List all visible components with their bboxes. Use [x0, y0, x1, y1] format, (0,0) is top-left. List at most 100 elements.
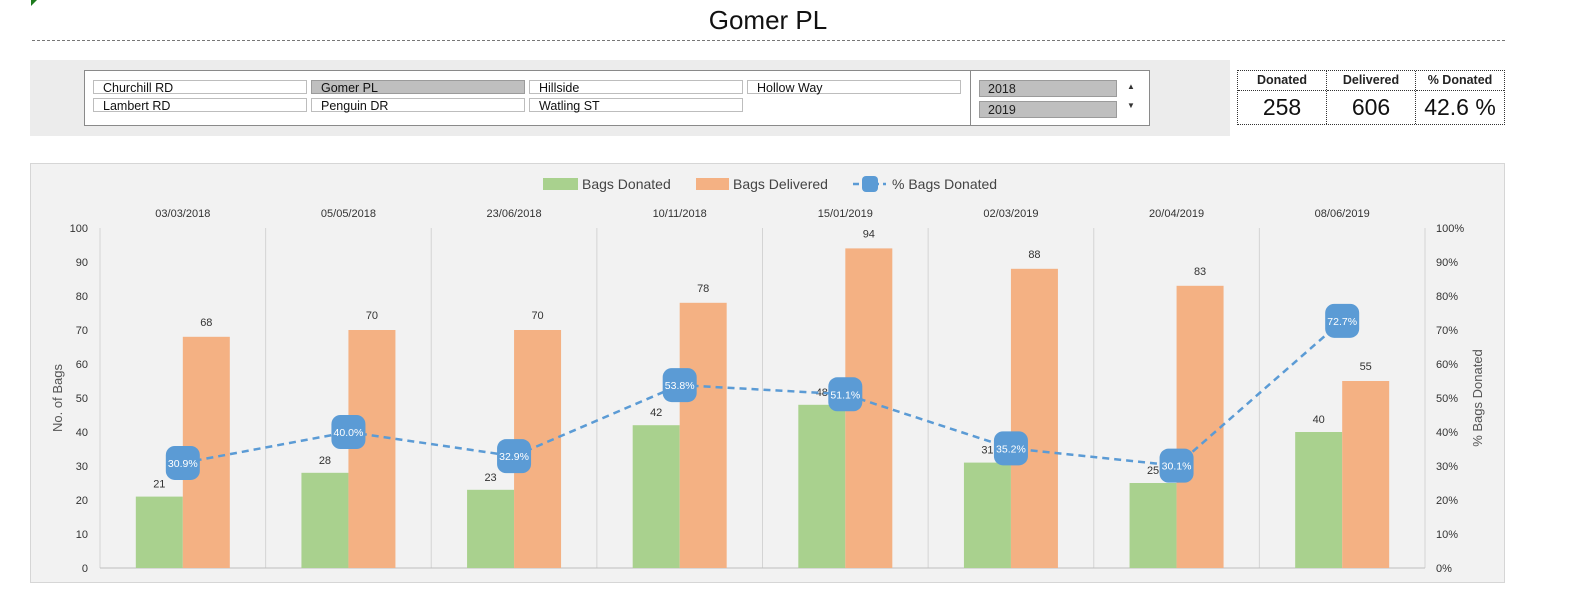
- corner-marker: [31, 0, 37, 6]
- year-item-2019[interactable]: 2019: [979, 101, 1117, 118]
- data-label-donated: 25: [1147, 465, 1159, 477]
- category-label: 08/06/2019: [1315, 208, 1370, 220]
- category-label: 03/03/2018: [155, 208, 210, 220]
- y-tick-label: 40: [76, 427, 88, 439]
- data-label-donated: 21: [153, 479, 165, 491]
- series-line-pct: [182, 319, 1344, 467]
- y2-tick-label: 60%: [1436, 359, 1458, 371]
- marker-pct: [828, 377, 863, 412]
- data-label-delivered: 68: [200, 317, 212, 329]
- marker-pct: [662, 368, 697, 403]
- legend-marker-pct: [862, 176, 878, 192]
- y2-tick-label: 70%: [1436, 325, 1458, 337]
- y-tick-label: 70: [76, 325, 88, 337]
- year-item-2018[interactable]: 2018: [979, 80, 1117, 97]
- y-tick-label: 80: [76, 291, 88, 303]
- kpi-delivered-label: Delivered: [1327, 71, 1415, 91]
- y-tick-label: 20: [76, 495, 88, 507]
- slicer-item-penguin-dr[interactable]: Penguin DR: [311, 98, 525, 113]
- data-label-delivered: 78: [697, 283, 709, 295]
- page-title: Gomer PL: [708, 5, 828, 35]
- data-label-donated: 23: [484, 472, 496, 484]
- category-label: 15/01/2019: [818, 208, 873, 220]
- category-label: 23/06/2018: [487, 208, 542, 220]
- y2-tick-label: 100%: [1436, 223, 1464, 235]
- title-divider: [32, 40, 1505, 41]
- category-label: 20/04/2019: [1149, 208, 1204, 220]
- bar-bags-delivered: [1342, 381, 1390, 568]
- data-label-delivered: 88: [1028, 249, 1040, 261]
- slicer-item-gomer-pl[interactable]: Gomer PL: [311, 80, 525, 95]
- marker-pct: [1325, 303, 1360, 338]
- kpi-table: Donated 258 Delivered 606 % Donated 42.6…: [1237, 70, 1505, 125]
- location-slicer: Churchill RD Gomer PL Hillside Hollow Wa…: [84, 70, 972, 126]
- bar-bags-delivered: [1176, 285, 1224, 568]
- kpi-donated-label: Donated: [1238, 71, 1326, 91]
- slicer-item-hollow-way[interactable]: Hollow Way: [747, 80, 961, 95]
- category-label: 02/03/2019: [983, 208, 1038, 220]
- y-axis-title: No. of Bags: [50, 364, 65, 432]
- marker-pct: [993, 431, 1028, 466]
- bar-bags-donated: [1129, 483, 1177, 568]
- data-label-donated: 31: [981, 445, 993, 457]
- data-label-pct: 32.9%: [499, 451, 529, 463]
- y2-tick-label: 0%: [1436, 563, 1452, 575]
- category-label: 10/11/2018: [653, 208, 707, 220]
- data-label-donated: 48: [816, 387, 828, 399]
- y2-tick-label: 80%: [1436, 291, 1458, 303]
- y2-tick-label: 10%: [1436, 529, 1458, 541]
- bar-bags-donated: [301, 472, 349, 568]
- scroll-up-icon[interactable]: ▲: [1127, 82, 1135, 91]
- data-label-pct: 72.7%: [1327, 316, 1357, 328]
- data-label-pct: 35.2%: [996, 443, 1026, 455]
- legend-label-donated: Bags Donated: [582, 176, 671, 192]
- data-label-delivered: 70: [366, 310, 378, 322]
- bar-bags-donated: [632, 425, 680, 568]
- bar-bags-donated: [467, 489, 515, 568]
- legend-swatch-donated: [543, 178, 578, 190]
- y-tick-label: 0: [82, 563, 88, 575]
- data-label-pct: 51.1%: [830, 389, 860, 401]
- legend-swatch-delivered: [696, 178, 729, 190]
- y2-tick-label: 30%: [1436, 461, 1458, 473]
- scroll-down-icon[interactable]: ▼: [1127, 101, 1135, 110]
- data-label-donated: 40: [1313, 414, 1325, 426]
- kpi-delivered: Delivered 606: [1327, 71, 1416, 124]
- slicer-item-lambert-rd[interactable]: Lambert RD: [93, 98, 307, 113]
- data-label-donated: 28: [319, 455, 331, 467]
- y2-tick-label: 50%: [1436, 393, 1458, 405]
- data-label-pct: 30.9%: [168, 458, 198, 470]
- y2-tick-label: 90%: [1436, 257, 1458, 269]
- data-label-delivered: 70: [531, 310, 543, 322]
- y2-tick-label: 20%: [1436, 495, 1458, 507]
- kpi-delivered-value: 606: [1351, 94, 1391, 120]
- data-label-pct: 40.0%: [334, 427, 364, 439]
- kpi-pct-donated: % Donated 42.6 %: [1416, 71, 1504, 124]
- marker-pct: [331, 415, 366, 449]
- data-label-delivered: 55: [1360, 361, 1372, 373]
- legend-label-pct: % Bags Donated: [892, 176, 997, 192]
- y-tick-label: 10: [76, 529, 88, 541]
- bar-bags-donated: [1295, 432, 1343, 568]
- data-label-delivered: 83: [1194, 266, 1206, 278]
- y-tick-label: 90: [76, 257, 88, 269]
- data-label-pct: 53.8%: [665, 380, 695, 392]
- y2-tick-label: 40%: [1436, 427, 1458, 439]
- slicer-item-watling-st[interactable]: Watling ST: [529, 98, 743, 113]
- slicer-item-hillside[interactable]: Hillside: [529, 80, 743, 95]
- bar-bags-donated: [963, 462, 1011, 568]
- year-slicer: 2018 2019 ▲ ▼: [970, 70, 1150, 126]
- kpi-pct-label: % Donated: [1416, 71, 1504, 91]
- y-tick-label: 50: [76, 393, 88, 405]
- y-tick-label: 30: [76, 461, 88, 473]
- marker-pct: [165, 445, 200, 480]
- data-label-delivered: 94: [863, 228, 875, 240]
- bar-bags-donated: [135, 496, 183, 568]
- data-label-donated: 42: [650, 407, 662, 419]
- slicer-item-churchill-rd[interactable]: Churchill RD: [93, 80, 307, 95]
- y2-axis-title: % Bags Donated: [1470, 349, 1485, 447]
- legend-label-delivered: Bags Delivered: [733, 176, 828, 192]
- bar-bags-donated: [798, 404, 846, 568]
- kpi-donated: Donated 258: [1238, 71, 1327, 124]
